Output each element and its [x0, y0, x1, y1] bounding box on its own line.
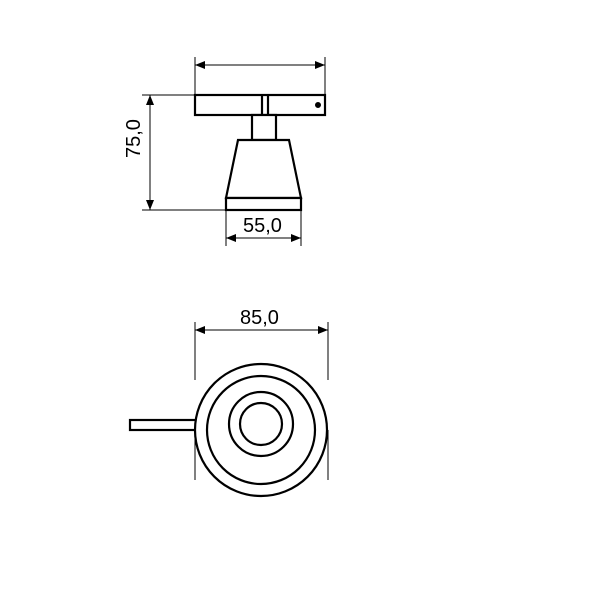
dimension-label: 85,0	[240, 307, 279, 329]
dimension-label: 55,0	[243, 215, 282, 237]
technical-drawing: 75,0 55,0 85,0	[0, 0, 600, 600]
dimension-label: 75,0	[123, 119, 145, 158]
